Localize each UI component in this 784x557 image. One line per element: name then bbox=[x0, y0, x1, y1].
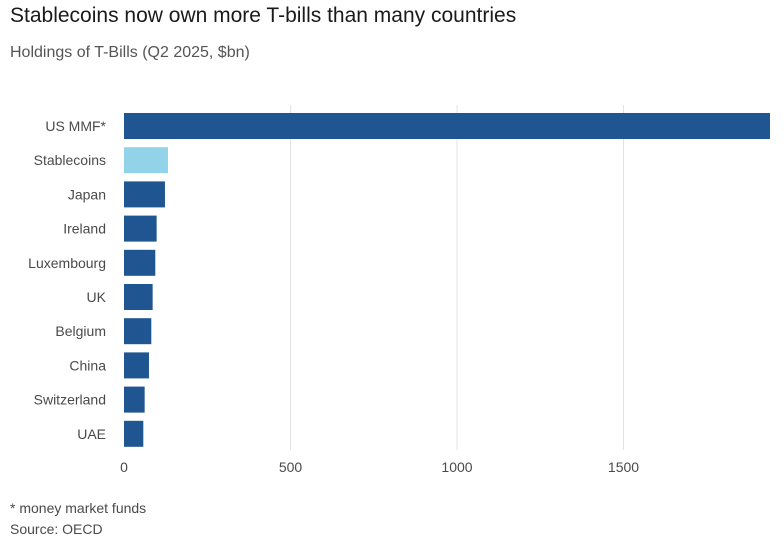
bar bbox=[124, 215, 157, 242]
category-label: UK bbox=[87, 289, 107, 305]
category-label: Japan bbox=[68, 186, 106, 202]
bar bbox=[124, 352, 149, 379]
bar bbox=[124, 420, 144, 447]
category-label: China bbox=[69, 357, 106, 373]
category-label: Switzerland bbox=[34, 392, 106, 408]
x-tick-label: 1500 bbox=[608, 459, 639, 475]
category-label: Stablecoins bbox=[34, 152, 106, 168]
x-axis-ticks: 0 500 1000 1500 bbox=[120, 459, 639, 475]
bar bbox=[124, 147, 168, 174]
grid-lines bbox=[289, 105, 624, 450]
category-label: Ireland bbox=[63, 221, 106, 237]
category-label: Belgium bbox=[55, 323, 106, 339]
x-tick-label: 1000 bbox=[441, 459, 472, 475]
category-labels: US MMF* Stablecoins Japan Ireland Luxembourg… bbox=[28, 118, 106, 442]
x-tick-label: 500 bbox=[279, 459, 303, 475]
footnote: * money market funds bbox=[10, 500, 147, 516]
bar bbox=[124, 284, 153, 310]
chart-title: Stablecoins now own more T-bills than ma… bbox=[10, 4, 517, 27]
bar bbox=[124, 249, 156, 276]
bar bbox=[124, 318, 152, 345]
category-label: Luxembourg bbox=[28, 255, 106, 271]
source-note: Source: OECD bbox=[10, 521, 103, 537]
bar-chart: US MMF* Stablecoins Japan Ireland Luxembourg… bbox=[28, 105, 770, 475]
category-label: US MMF* bbox=[45, 118, 106, 134]
bar bbox=[124, 386, 145, 413]
chart-subtitle: Holdings of T-Bills (Q2 2025, $bn) bbox=[10, 44, 250, 61]
bar bbox=[124, 113, 770, 139]
bar bbox=[124, 181, 165, 208]
x-tick-label: 0 bbox=[120, 459, 128, 475]
category-label: UAE bbox=[77, 426, 106, 442]
bars bbox=[124, 113, 770, 447]
